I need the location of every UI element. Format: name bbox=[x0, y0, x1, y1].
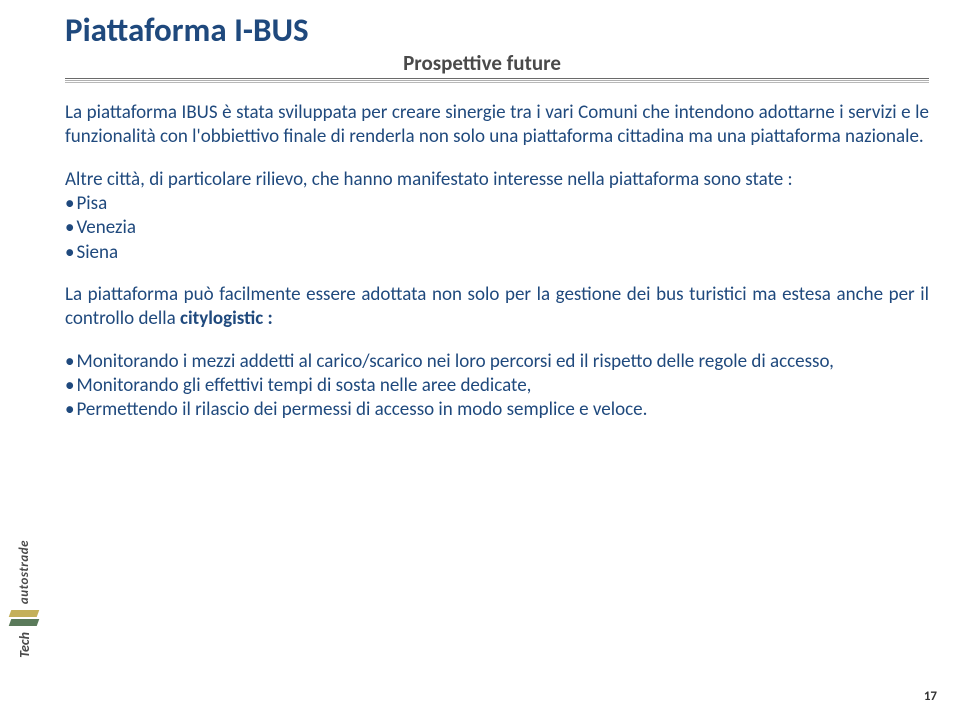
list-item: Siena bbox=[65, 241, 929, 265]
brand-stripes-icon bbox=[10, 608, 38, 628]
slide-title: Piattaforma I-BUS bbox=[65, 10, 929, 50]
list-item: Pisa bbox=[65, 192, 929, 216]
divider-line bbox=[65, 78, 929, 79]
divider-line bbox=[65, 82, 929, 83]
paragraph-2-intro: Altre città, di particolare rilievo, che… bbox=[65, 168, 929, 192]
list-item: Venezia bbox=[65, 216, 929, 240]
slide-content: Piattaforma I-BUS Prospettive future La … bbox=[65, 10, 929, 698]
paragraph-1: La piattaforma IBUS è stata sviluppata p… bbox=[65, 101, 929, 150]
brand-bottom: Tech bbox=[16, 632, 33, 658]
paragraph-3-bold: citylogistic : bbox=[180, 307, 273, 330]
list-item: Permettendo il rilascio dei permessi di … bbox=[65, 398, 929, 422]
slide-subtitle: Prospettive future bbox=[35, 50, 929, 76]
paragraph-3: La piattaforma può facilmente essere ado… bbox=[65, 283, 929, 332]
brand-top: autostrade bbox=[17, 540, 32, 604]
actions-list: Monitorando i mezzi addetti al carico/sc… bbox=[65, 350, 929, 423]
list-item: Monitorando gli effettivi tempi di sosta… bbox=[65, 374, 929, 398]
list-item: Monitorando i mezzi addetti al carico/sc… bbox=[65, 350, 929, 374]
sidebar-logo-strip: autostrade Tech bbox=[0, 0, 48, 718]
city-list: Pisa Venezia Siena bbox=[65, 192, 929, 265]
page-number: 17 bbox=[924, 689, 937, 704]
